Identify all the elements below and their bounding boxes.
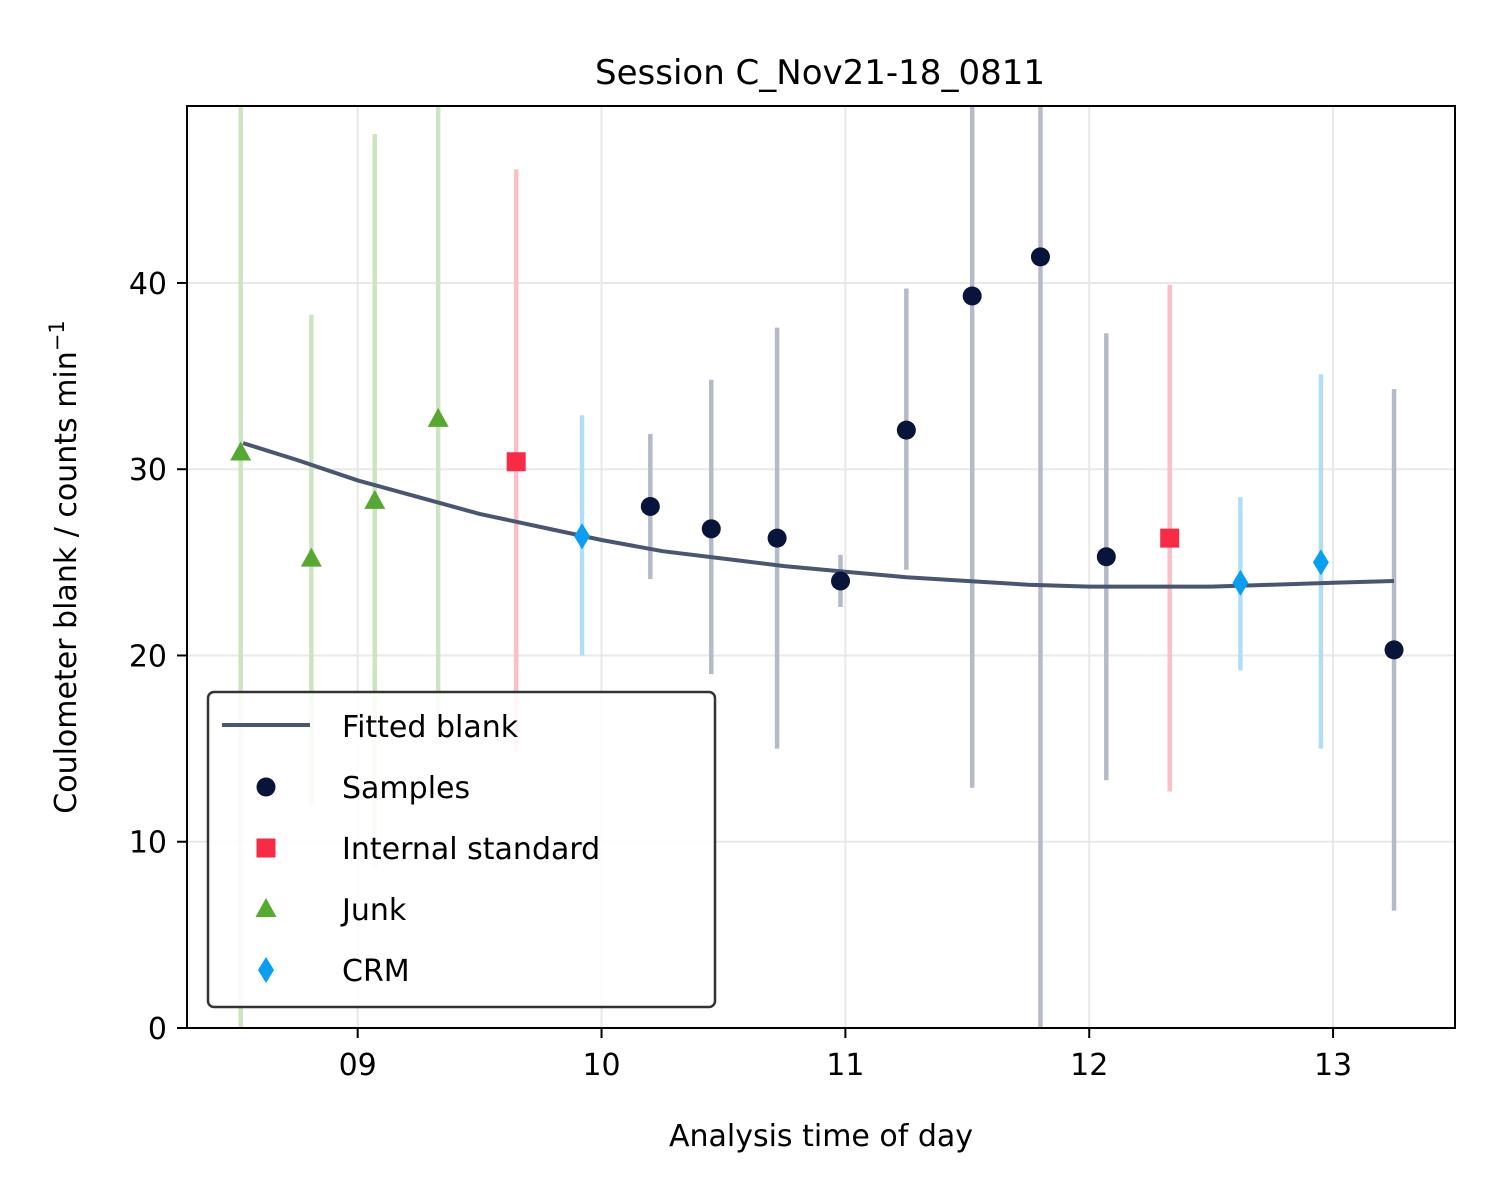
legend-label-junk: Junk [340,893,407,928]
legend-junk-marker [255,898,277,917]
x-tick-label: 09 [339,1048,377,1083]
legend-markers [255,777,277,983]
junk-point [230,441,252,461]
junk-point [364,489,386,509]
legend-label-samples: Samples [342,771,470,806]
legend-label-fitted-blank: Fitted blank [342,710,519,745]
samples-point [767,528,787,548]
legend-label-crm: CRM [342,954,410,989]
samples-point [962,286,982,306]
y-tick-label: 40 [129,267,167,302]
y-axis-label-superscript: −1 [45,320,69,351]
crm-point [1232,569,1249,596]
internal-standard-point [1160,528,1180,548]
legend-box [206,690,717,1009]
y-tick-label: 20 [129,639,167,674]
fitted-blank-line [242,441,1395,589]
samples-point [701,519,721,539]
y-tick-label: 30 [129,453,167,488]
x-tick-label: 11 [826,1048,864,1083]
legend: Fitted blank Samples Internal standard J… [206,690,717,1009]
crm-point [1312,549,1329,576]
y-axis-label-main: Coulometer blank / counts min [49,351,84,813]
x-axis-ticks: 09 10 11 12 13 [339,1028,1352,1083]
x-tick-label: 13 [1314,1048,1352,1083]
legend-crm-marker [258,957,274,983]
junk-point [427,407,449,427]
plot-frame [186,105,1456,1029]
crm-point [574,523,591,550]
y-tick-label: 0 [148,1012,167,1047]
y-axis-ticks: 0 10 20 30 40 [129,267,187,1047]
x-tick-label: 10 [582,1048,620,1083]
y-tick-label: 10 [129,826,167,861]
samples-point [1384,640,1404,660]
legend-samples-marker [256,777,276,797]
samples-point [640,496,660,516]
chart-title: Session C_Nov21-18_0811 [595,53,1045,93]
internal-standard-point [506,452,526,472]
samples-point [1030,247,1050,267]
junk-point [300,547,322,567]
samples-point [1096,547,1116,567]
legend-internal-standard-marker [256,838,276,858]
samples-point [831,571,851,591]
data-markers [230,247,1404,660]
x-axis-label: Analysis time of day [669,1119,973,1154]
samples-point [896,420,916,440]
y-axis-label: Coulometer blank / counts min−1 [45,320,84,813]
x-tick-label: 12 [1070,1048,1108,1083]
legend-label-internal-standard: Internal standard [342,832,600,867]
